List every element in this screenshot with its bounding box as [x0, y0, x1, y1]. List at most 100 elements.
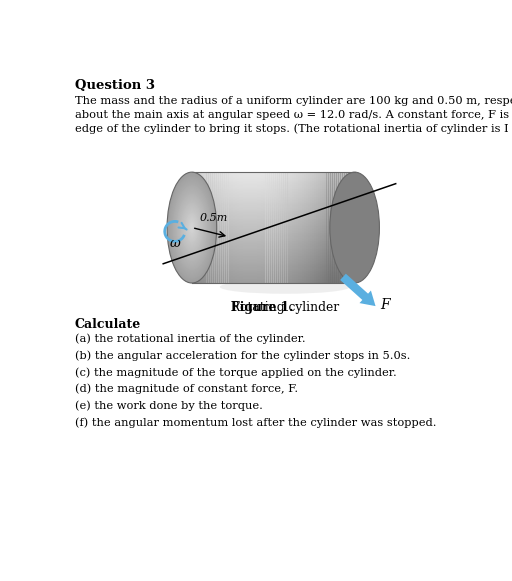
Text: (a) the rotational inertia of the cylinder.: (a) the rotational inertia of the cylind… [75, 333, 306, 343]
Bar [192, 182, 355, 184]
Bar [192, 281, 355, 282]
Bar [192, 231, 355, 232]
Ellipse shape [174, 188, 210, 267]
Bar [192, 198, 355, 199]
Bar [192, 223, 355, 225]
Bar [239, 172, 241, 283]
Bar [214, 172, 217, 283]
Ellipse shape [188, 218, 196, 236]
Bar [192, 245, 355, 247]
Bar [306, 172, 308, 283]
Bar [351, 172, 353, 283]
Bar [226, 172, 229, 283]
Bar [192, 214, 355, 216]
Bar [278, 172, 280, 283]
Bar [224, 172, 227, 283]
Ellipse shape [191, 227, 193, 229]
Ellipse shape [177, 193, 207, 262]
Ellipse shape [181, 205, 202, 251]
Bar [192, 263, 355, 264]
Bar [192, 260, 355, 261]
Ellipse shape [172, 182, 212, 273]
Bar [241, 172, 243, 283]
FancyArrow shape [340, 274, 375, 306]
Ellipse shape [173, 184, 211, 271]
Bar [343, 172, 345, 283]
Bar [192, 255, 355, 257]
Bar [192, 199, 355, 200]
Ellipse shape [183, 209, 200, 246]
Text: (d) the magnitude of constant force, F.: (d) the magnitude of constant force, F. [75, 384, 298, 394]
Bar [192, 272, 355, 274]
Bar [192, 239, 355, 240]
Ellipse shape [176, 192, 208, 263]
Bar [192, 218, 355, 219]
Ellipse shape [169, 177, 215, 278]
Ellipse shape [182, 206, 201, 249]
Ellipse shape [180, 201, 204, 254]
Bar [314, 172, 316, 283]
Bar [263, 172, 266, 283]
Text: Calculate: Calculate [75, 318, 141, 331]
Bar [293, 172, 296, 283]
Text: about the main axis at angular speed ω = 12.0 rad/s. A constant force, F is appl: about the main axis at angular speed ω =… [75, 110, 512, 120]
Bar [286, 172, 288, 283]
Bar [192, 203, 355, 205]
Bar [245, 172, 247, 283]
Ellipse shape [188, 220, 196, 235]
Ellipse shape [170, 180, 213, 275]
Bar [324, 172, 327, 283]
Bar [255, 172, 258, 283]
Bar [349, 172, 351, 283]
Bar [192, 206, 355, 208]
Bar [237, 172, 239, 283]
Ellipse shape [184, 210, 200, 245]
Bar [273, 172, 275, 283]
Text: 0.5m: 0.5m [200, 213, 228, 224]
Text: F: F [380, 298, 390, 312]
Ellipse shape [186, 216, 197, 240]
Bar [267, 172, 270, 283]
Bar [192, 262, 355, 263]
Bar [192, 218, 355, 220]
Bar [192, 259, 355, 260]
Bar [192, 279, 355, 281]
Bar [192, 234, 355, 236]
Ellipse shape [179, 198, 205, 257]
Bar [192, 264, 355, 266]
Ellipse shape [179, 199, 205, 256]
Bar [249, 172, 251, 283]
Ellipse shape [185, 212, 199, 243]
Bar [192, 240, 355, 241]
Ellipse shape [168, 175, 215, 279]
Bar [300, 172, 302, 283]
Ellipse shape [170, 179, 214, 277]
Bar [192, 195, 355, 197]
Bar [192, 183, 355, 185]
Ellipse shape [187, 218, 196, 238]
Bar [328, 172, 331, 283]
Bar [312, 172, 314, 283]
Bar [192, 278, 355, 279]
Bar [192, 213, 355, 214]
Bar [192, 261, 355, 263]
Ellipse shape [178, 195, 206, 260]
Bar [251, 172, 253, 283]
Bar [259, 172, 262, 283]
Bar [202, 172, 204, 283]
Bar [326, 172, 329, 283]
Bar [192, 185, 355, 187]
Ellipse shape [190, 223, 194, 232]
Bar [192, 179, 355, 180]
Bar [340, 172, 343, 283]
Ellipse shape [190, 224, 194, 231]
Ellipse shape [182, 206, 202, 250]
Bar [253, 172, 255, 283]
Ellipse shape [178, 196, 206, 259]
Ellipse shape [167, 172, 217, 283]
Bar [280, 172, 282, 283]
Text: ω: ω [169, 237, 180, 250]
Bar [308, 172, 310, 283]
Ellipse shape [171, 181, 212, 274]
Bar [192, 211, 355, 213]
